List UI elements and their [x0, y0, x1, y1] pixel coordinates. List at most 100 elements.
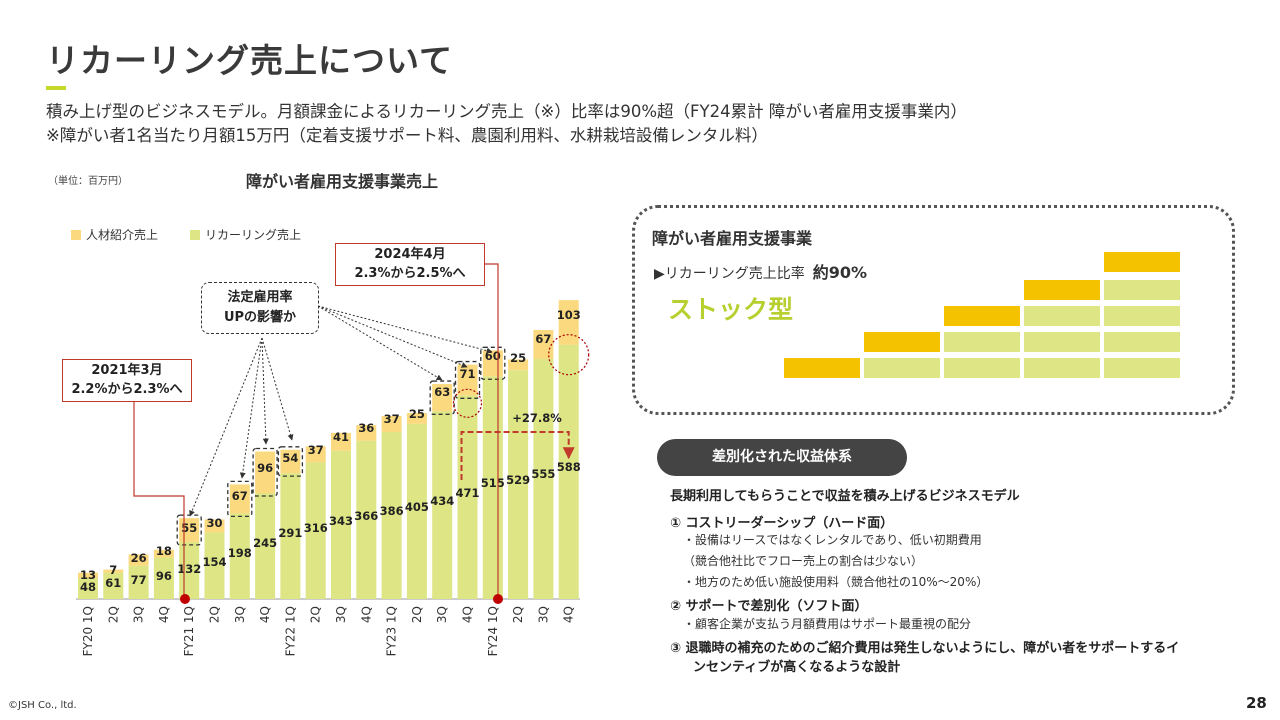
page-number: 28	[1246, 694, 1267, 712]
bar-recurring-15	[457, 395, 478, 599]
callout-2021-rate: 2.2%から2.3%へ	[71, 382, 183, 397]
bar-recurring-18	[533, 358, 554, 599]
bar-placement-15	[457, 364, 478, 396]
recurring-label-18: 555	[531, 467, 555, 481]
dashed-highlight-15	[454, 360, 481, 399]
legend-swatch-recurring	[190, 230, 200, 240]
x-tick-6: 3Q	[233, 606, 247, 623]
point-1-item-b: （競合他社比でフロー売上の割合は少ない）	[683, 554, 924, 568]
callout-2021-connector	[133, 399, 185, 599]
subtitle-line-1: 積み上げ型のビジネスモデル。月額課金によるリカーリング売上（※）比率は90%超（…	[46, 102, 967, 121]
bar-recurring-6	[229, 513, 250, 599]
x-tick-10: 3Q	[334, 606, 348, 623]
x-tick-7: 4Q	[258, 606, 272, 623]
placement-label-11: 36	[358, 421, 374, 435]
bar-recurring-0	[78, 578, 98, 599]
recurring-label-14: 434	[430, 494, 454, 508]
stock-box	[632, 205, 1235, 415]
callout-2024-rate: 2.3%から2.5%へ	[354, 266, 466, 281]
recurring-label-13: 405	[405, 500, 429, 514]
dashed-highlight-7	[252, 447, 278, 497]
bar-placement-8	[280, 449, 301, 474]
placement-label-7: 96	[257, 461, 273, 475]
bar-placement-9	[305, 446, 326, 463]
legend-label-recurring: リカーリング売上	[205, 227, 301, 242]
bar-recurring-5	[204, 532, 225, 599]
x-tick-0: FY20 1Q	[81, 606, 95, 656]
stock-ratio: ▶リカーリング売上比率 約90%	[654, 259, 867, 283]
x-tick-17: 2Q	[511, 606, 525, 623]
bar-recurring-3	[153, 557, 174, 599]
growth-circle-end	[548, 334, 590, 376]
recurring-label-17: 529	[506, 473, 530, 487]
marker-2021	[180, 594, 190, 604]
callout-2024-date: 2024年4月	[374, 247, 446, 262]
placement-label-1: 7	[109, 563, 117, 577]
bar-placement-12	[381, 416, 402, 433]
point-1-item-a: ・設備はリースではなくレンタルであり、低い初期費用	[683, 533, 982, 547]
bar-recurring-14	[432, 411, 453, 599]
placement-label-0: 13	[80, 568, 96, 582]
placement-label-18: 67	[535, 332, 551, 346]
law-arrow-left-2	[261, 337, 269, 445]
recurring-label-9: 316	[304, 521, 328, 535]
bar-recurring-13	[406, 423, 427, 599]
bar-placement-13	[406, 413, 427, 424]
bar-placement-14	[432, 384, 453, 412]
callout-2024: 2024年4月 2.3%から2.5%へ	[335, 243, 485, 286]
law-arrow-left-3	[261, 337, 294, 441]
bar-placement-10	[331, 432, 351, 451]
page-title: リカーリング売上について	[46, 41, 454, 80]
bar-recurring-19	[558, 344, 579, 599]
recurring-label-2: 77	[131, 573, 147, 587]
recurring-label-8: 291	[278, 526, 302, 540]
legend-label-placement: 人材紹介売上	[86, 227, 158, 242]
growth-bracket	[460, 431, 575, 480]
x-tick-11: 4Q	[359, 606, 373, 623]
recurring-label-16: 515	[481, 476, 505, 490]
point-2-item-a: ・顧客企業が支払う月額費用はサポート最重視の配分	[683, 617, 972, 631]
growth-label: +27.8%	[512, 411, 562, 425]
x-tick-13: 2Q	[410, 606, 424, 623]
recurring-label-15: 471	[455, 486, 479, 500]
bar-recurring-10	[331, 450, 351, 599]
stock-type-label: ストック型	[668, 295, 794, 324]
law-callout: 法定雇用率 UPの影響か	[201, 282, 319, 334]
title-underline	[46, 86, 66, 90]
placement-label-14: 63	[434, 385, 450, 399]
x-tick-2: 3Q	[132, 606, 146, 623]
placement-label-10: 41	[333, 430, 349, 444]
placement-label-19: 103	[557, 308, 581, 322]
dashed-highlight-8	[277, 446, 304, 477]
callout-2021: 2021年3月 2.2%から2.3%へ	[62, 359, 192, 402]
recurring-label-0: 48	[80, 580, 96, 594]
placement-label-2: 26	[131, 551, 147, 565]
placement-label-6: 67	[232, 489, 248, 503]
bar-recurring-12	[381, 432, 402, 599]
x-tick-18: 3Q	[536, 606, 550, 623]
bar-placement-5	[204, 519, 225, 533]
law-arrow-right-2	[317, 305, 493, 354]
bar-placement-1	[103, 569, 124, 573]
placement-label-13: 25	[409, 407, 425, 421]
unit-label: （単位：百万円）	[48, 176, 128, 187]
bar-placement-3	[153, 549, 174, 558]
stock-staircase-graphic	[784, 252, 1180, 378]
stock-heading: 障がい者雇用支援事業	[652, 229, 813, 248]
business-model-text: 長期利用してもらうことで収益を積み上げるビジネスモデル	[670, 489, 1020, 504]
recurring-label-3: 96	[156, 569, 172, 583]
x-tick-14: 3Q	[435, 606, 449, 623]
bar-placement-6	[229, 484, 250, 514]
stock-ratio-value: 約90%	[812, 263, 868, 282]
x-tick-12: FY23 1Q	[385, 606, 399, 656]
bar-recurring-7	[255, 493, 276, 599]
bar-placement-11	[356, 425, 377, 441]
x-tick-8: FY22 1Q	[283, 606, 297, 656]
law-callout-line1: 法定雇用率	[227, 290, 293, 305]
bar-recurring-8	[280, 473, 301, 599]
point-2-heading: ② サポートで差別化（ソフト面）	[670, 599, 868, 614]
copyright: ©JSH Co., ltd.	[8, 700, 77, 711]
growth-circle-start	[452, 388, 483, 418]
bar-placement-2	[128, 554, 149, 566]
placement-label-4: 55	[181, 521, 197, 535]
